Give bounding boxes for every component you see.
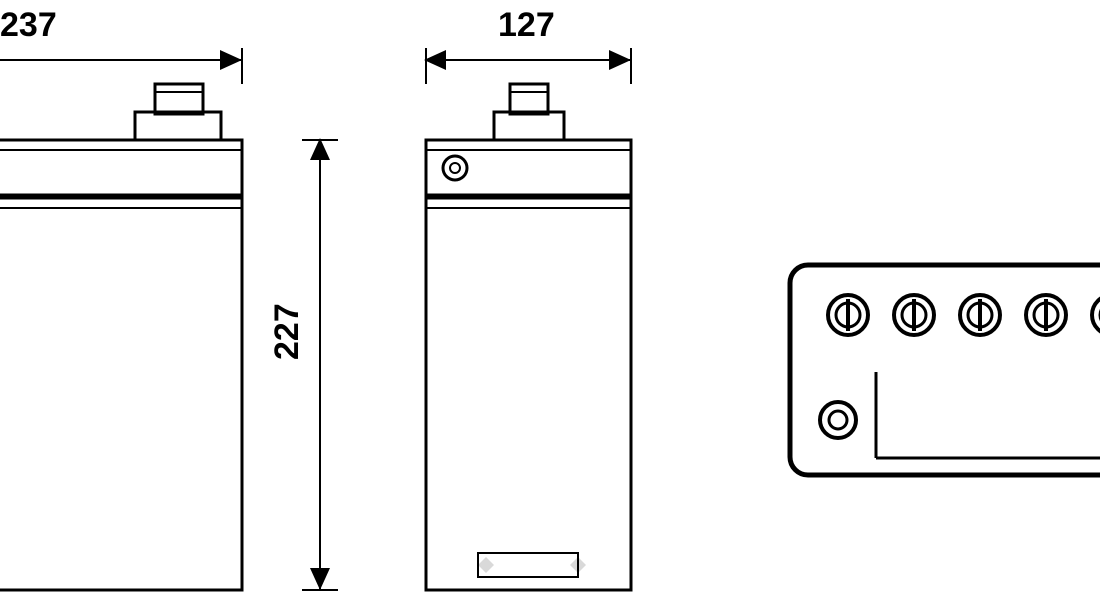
width-dimension bbox=[0, 48, 242, 84]
front-view bbox=[0, 84, 242, 590]
terminal-top bbox=[820, 402, 856, 438]
side-view bbox=[426, 84, 631, 590]
width-label: 237 bbox=[0, 6, 57, 45]
technical-drawing bbox=[0, 0, 1100, 615]
depth-label: 127 bbox=[498, 6, 555, 45]
cell-caps bbox=[828, 295, 1100, 335]
height-dimension bbox=[302, 140, 338, 590]
top-view bbox=[790, 265, 1100, 475]
depth-dimension bbox=[426, 48, 631, 84]
height-label: 227 bbox=[268, 303, 307, 360]
